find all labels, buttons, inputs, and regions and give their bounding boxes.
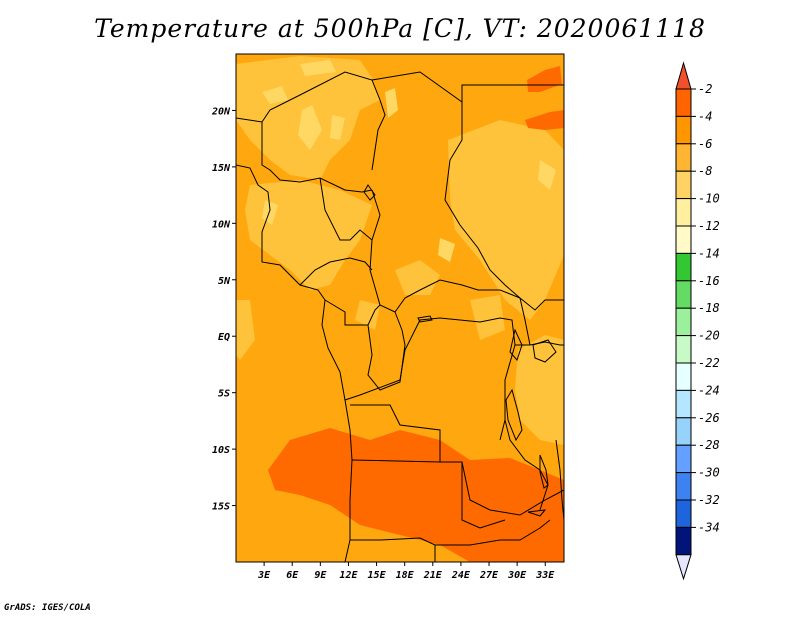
colorbar-label: -6 <box>698 137 712 151</box>
colorbar-swatch <box>675 88 692 117</box>
colorbar-swatch <box>675 499 692 528</box>
lat-label: 10S <box>212 445 230 456</box>
lon-label: 6E <box>286 570 299 581</box>
lon-label: 33E <box>535 570 555 581</box>
lon-label: 18E <box>396 570 415 581</box>
colorbar-bottom-arrow <box>675 554 692 581</box>
lat-label: 15N <box>212 163 231 174</box>
colorbar-swatch <box>675 307 692 337</box>
colorbar-swatch <box>675 417 692 446</box>
colorbar-swatch <box>675 115 692 145</box>
lon-label: 15E <box>368 570 387 581</box>
colorbar-swatch <box>675 362 692 391</box>
colorbar-swatch <box>675 335 692 364</box>
colorbar-swatch <box>675 472 692 501</box>
colorbar-swatch <box>675 252 692 282</box>
lon-label: 9E <box>314 570 327 581</box>
chart-title: Temperature at 500hPa [C], VT: 202006111… <box>94 14 706 43</box>
colorbar-swatch <box>675 225 692 254</box>
colorbar-label: -4 <box>698 109 712 123</box>
colorbar-label: -18 <box>698 301 720 315</box>
coldest-field-streaks <box>262 60 556 262</box>
colorbar-top-arrow <box>675 61 692 90</box>
lat-label: 5S <box>218 389 230 400</box>
lon-label: 30E <box>507 570 527 581</box>
colorbar-label: -30 <box>698 466 720 480</box>
colorbar-label: -26 <box>698 411 720 425</box>
colorbar-swatch <box>675 143 692 172</box>
lat-label: 10N <box>212 219 231 230</box>
lon-label: 24E <box>451 570 471 581</box>
colorbar-swatch <box>675 444 692 474</box>
colorbar-label: -10 <box>698 192 720 206</box>
lat-label: EQ <box>218 332 230 343</box>
colorbar-label: -16 <box>698 274 720 288</box>
colorbar-swatch <box>675 198 692 227</box>
colorbar-label: -12 <box>698 219 720 233</box>
colorbar-label: -34 <box>698 520 720 534</box>
colorbar-swatch <box>675 280 692 309</box>
lon-label: 21E <box>423 570 443 581</box>
colorbar-label: -8 <box>698 164 712 178</box>
colorbar-label: -32 <box>698 493 720 507</box>
colorbar-label: -28 <box>698 438 720 452</box>
colorbar-label: -22 <box>698 356 720 370</box>
colorbar-swatch <box>675 526 692 556</box>
colorbar-swatch <box>675 389 692 419</box>
lon-label: 12E <box>339 570 358 581</box>
lon-label: 3E <box>257 570 271 581</box>
lakes <box>363 184 557 517</box>
colorbar: -2 -4 -6 -8 -10 -12 -14 -16 -18 -20 -22 -24 -26 -28 -3… <box>675 61 720 581</box>
colorbar-label: -20 <box>698 329 720 343</box>
lat-label: 5N <box>218 276 231 287</box>
lat-label: 20N <box>211 106 231 117</box>
colorbar-label: -24 <box>698 383 720 397</box>
lon-label: 27E <box>479 570 499 581</box>
grads-credit: GrADS: IGES/COLA <box>4 603 91 613</box>
longitude-axis: 3E 6E 9E 12E 15E 18E 21E 24E 27E 30E 33E <box>257 562 555 581</box>
colorbar-label: -14 <box>698 246 720 260</box>
map-frame <box>235 53 565 563</box>
lat-label: 15S <box>212 502 230 513</box>
map-plot-area <box>236 54 564 562</box>
colorbar-label: -2 <box>698 82 712 96</box>
country-borders <box>236 71 564 562</box>
colorbar-swatch <box>675 170 692 200</box>
latitude-axis: 20N 15N 10N 5N EQ 5S 10S 15S <box>211 106 236 513</box>
